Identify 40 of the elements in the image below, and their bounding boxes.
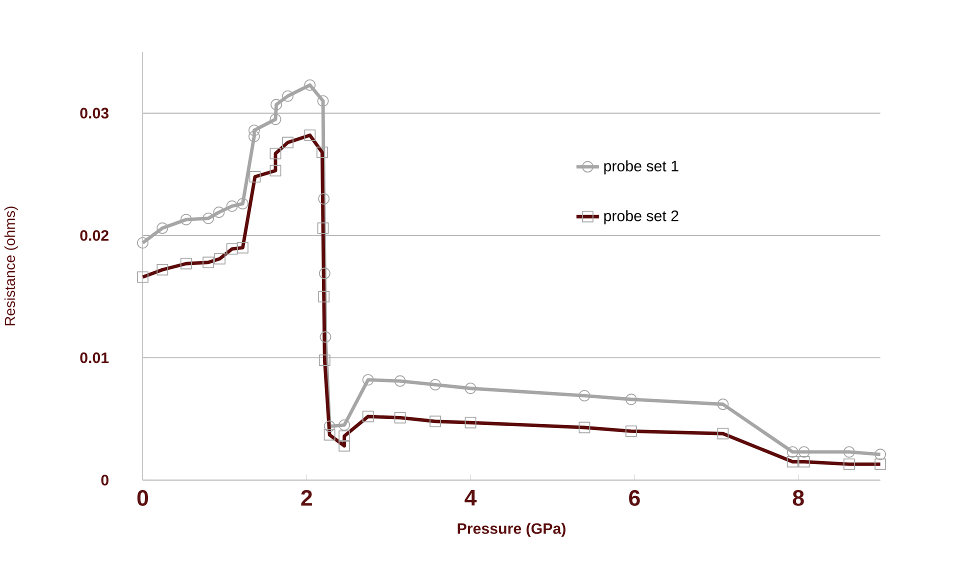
point <box>282 90 294 102</box>
point <box>317 95 329 107</box>
point <box>270 98 282 110</box>
point <box>248 124 260 136</box>
point <box>625 394 637 406</box>
y-tick-label: 0 <box>101 474 108 486</box>
point <box>236 198 248 210</box>
point <box>464 382 476 394</box>
point <box>137 237 148 249</box>
x-axis-title: Pressure (GPa) <box>458 522 566 538</box>
legend-label: probe set 2 <box>604 210 678 224</box>
point <box>320 331 332 343</box>
point <box>202 212 214 224</box>
point <box>318 193 330 205</box>
x-tick-label: 2 <box>301 490 312 506</box>
x-tick-label: 4 <box>464 490 477 506</box>
y-tick-label: 0.03 <box>80 108 109 119</box>
point <box>324 420 336 432</box>
point <box>430 379 442 391</box>
x-tick-label: 8 <box>792 490 804 506</box>
y-axis-title: Resistance (ohms) <box>4 206 18 326</box>
x-tick-label: 0 <box>137 490 148 506</box>
point <box>338 419 350 431</box>
x-tick-label: 6 <box>629 490 640 506</box>
point <box>874 448 886 460</box>
point <box>362 374 374 386</box>
legend-label: probe set 1 <box>604 160 678 174</box>
point <box>156 222 168 234</box>
point <box>304 79 316 91</box>
point <box>270 114 282 126</box>
point <box>717 398 729 410</box>
y-tick-label: 0.02 <box>80 230 108 241</box>
point <box>394 375 406 387</box>
point <box>180 214 192 226</box>
point <box>578 390 590 402</box>
point <box>318 268 330 280</box>
y-tick-label: 0.01 <box>80 352 109 364</box>
point <box>213 206 225 218</box>
point <box>226 200 238 212</box>
point <box>843 446 855 458</box>
